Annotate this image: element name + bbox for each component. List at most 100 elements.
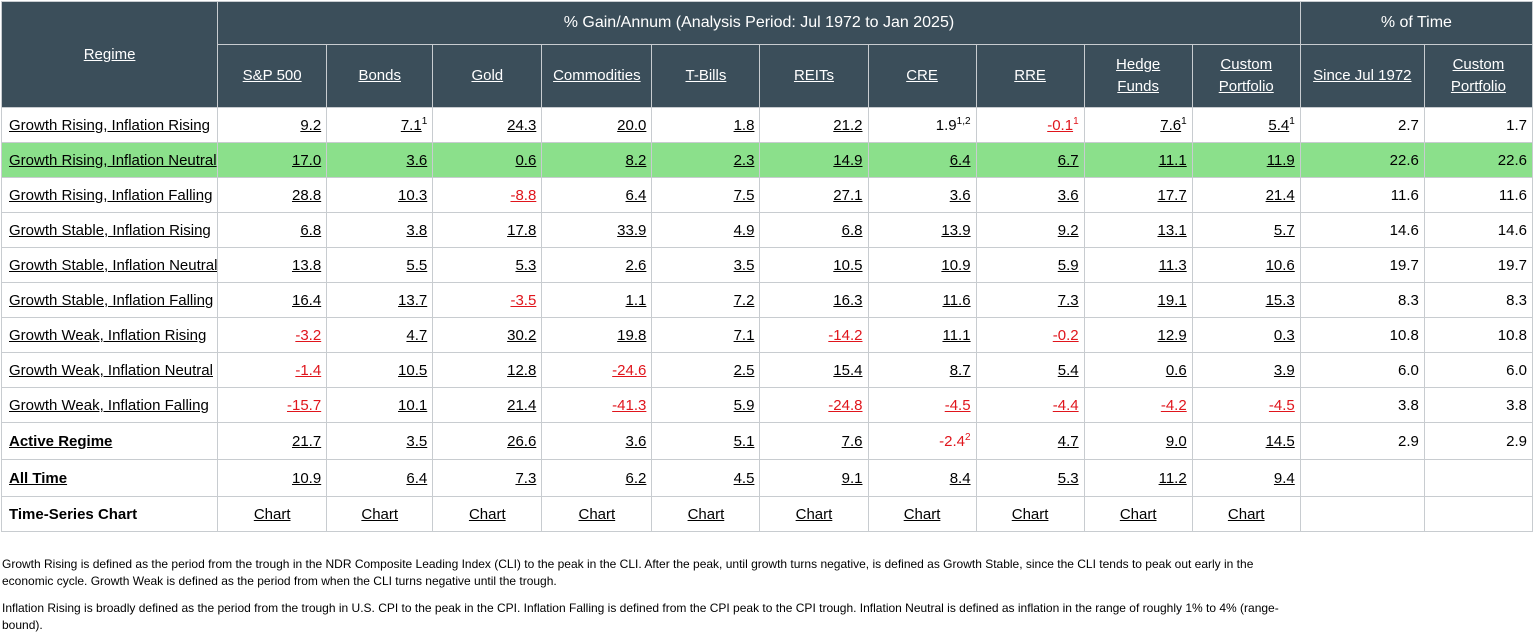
value-link[interactable]: -24.6 — [612, 361, 647, 379]
value-cell-s-p-500[interactable]: -1.4 — [217, 352, 328, 388]
asset-sort-link-hedge-funds[interactable]: Hedge Funds — [1116, 56, 1161, 95]
value-cell-custom-portfolio[interactable]: 3.9 — [1191, 352, 1301, 388]
value-link[interactable]: -15.7 — [286, 396, 322, 414]
value-cell-commodities[interactable]: 20.0 — [541, 107, 653, 143]
value-link[interactable]: -4.2 — [1160, 396, 1187, 414]
value-cell-custom-portfolio[interactable]: 0.3 — [1191, 317, 1301, 353]
value-cell-hedge-funds[interactable]: 9.0 — [1083, 422, 1193, 460]
value-cell-reits[interactable]: 15.4 — [759, 352, 869, 388]
chart-cell-gold[interactable]: Chart — [432, 496, 543, 532]
value-link[interactable]: 8.7 — [949, 361, 971, 379]
value-cell-cre[interactable]: 11.1 — [867, 317, 977, 353]
value-cell-s-p-500[interactable]: 28.8 — [217, 177, 328, 213]
value-cell-custom-portfolio[interactable]: 9.4 — [1191, 459, 1301, 497]
value-cell-s-p-500[interactable]: -3.2 — [217, 317, 328, 353]
chart-link-cre[interactable]: Chart — [903, 505, 941, 523]
value-link[interactable]: 11.2 — [1158, 469, 1187, 487]
value-cell-t-bills[interactable]: 5.1 — [651, 422, 761, 460]
value-link[interactable]: 5.9 — [733, 396, 755, 414]
value-cell-reits[interactable]: -24.8 — [759, 387, 869, 423]
value-cell-bonds[interactable]: 10.1 — [326, 387, 434, 423]
value-link[interactable]: 21.4 — [507, 396, 537, 414]
value-cell-cre[interactable]: 11.6 — [867, 282, 977, 318]
chart-cell-t-bills[interactable]: Chart — [651, 496, 761, 532]
value-cell-reits[interactable]: -14.2 — [759, 317, 869, 353]
value-link[interactable]: -14.2 — [828, 326, 863, 344]
value-cell-rre[interactable]: -4.4 — [975, 387, 1085, 423]
value-link[interactable]: 10.5 — [398, 361, 428, 379]
value-cell-custom-portfolio[interactable]: 11.9 — [1191, 142, 1301, 178]
chart-cell-rre[interactable]: Chart — [975, 496, 1085, 532]
value-link[interactable]: 7.5 — [733, 186, 755, 204]
regime-label-cell[interactable]: Active Regime — [0, 422, 219, 460]
regime-link[interactable]: All Time — [9, 469, 68, 487]
regime-link[interactable]: Growth Stable, Inflation Neutral — [9, 256, 218, 274]
value-cell-commodities[interactable]: 6.4 — [541, 177, 653, 213]
value-link[interactable]: 3.6 — [1057, 186, 1079, 204]
chart-link-s-p-500[interactable]: Chart — [253, 505, 291, 523]
regime-label-cell[interactable]: All Time — [0, 459, 219, 497]
time-header-since-jul-1972[interactable]: Since Jul 1972 — [1299, 44, 1425, 108]
value-cell-t-bills[interactable]: 2.5 — [651, 352, 761, 388]
value-cell-custom-portfolio[interactable]: 15.3 — [1191, 282, 1301, 318]
value-link[interactable]: 5.1 — [733, 432, 755, 450]
value-link[interactable]: -4.5 — [944, 396, 971, 414]
value-cell-bonds[interactable]: 4.7 — [326, 317, 434, 353]
value-cell-rre[interactable]: 5.4 — [975, 352, 1085, 388]
value-cell-bonds[interactable]: 3.6 — [326, 142, 434, 178]
value-link[interactable]: 3.6 — [625, 432, 647, 450]
chart-link-bonds[interactable]: Chart — [361, 505, 399, 523]
value-cell-custom-portfolio[interactable]: 21.4 — [1191, 177, 1301, 213]
value-cell-rre[interactable]: 5.9 — [975, 247, 1085, 283]
value-cell-t-bills[interactable]: 4.5 — [651, 459, 761, 497]
asset-header-s-p-500[interactable]: S&P 500 — [217, 44, 328, 108]
value-cell-cre[interactable]: 6.4 — [867, 142, 977, 178]
value-cell-cre[interactable]: 3.6 — [867, 177, 977, 213]
value-cell-bonds[interactable]: 10.5 — [326, 352, 434, 388]
chart-link-reits[interactable]: Chart — [795, 505, 833, 523]
value-link[interactable]: 9.1 — [841, 469, 863, 487]
value-cell-hedge-funds[interactable]: 17.7 — [1083, 177, 1193, 213]
value-cell-gold[interactable]: 12.8 — [432, 352, 543, 388]
value-link[interactable]: 17.8 — [507, 221, 537, 239]
value-cell-rre[interactable]: 9.2 — [975, 212, 1085, 248]
value-link[interactable]: -0.2 — [1052, 326, 1079, 344]
asset-header-hedge-funds[interactable]: Hedge Funds — [1083, 44, 1193, 108]
value-link[interactable]: 9.2 — [1057, 221, 1079, 239]
value-link[interactable]: 10.1 — [398, 396, 428, 414]
value-cell-reits[interactable]: 27.1 — [759, 177, 869, 213]
value-link[interactable]: 3.5 — [733, 256, 755, 274]
value-link[interactable]: 2.5 — [733, 361, 755, 379]
value-cell-t-bills[interactable]: 7.2 — [651, 282, 761, 318]
value-cell-t-bills[interactable]: 3.5 — [651, 247, 761, 283]
asset-header-gold[interactable]: Gold — [432, 44, 543, 108]
value-cell-hedge-funds[interactable]: 19.1 — [1083, 282, 1193, 318]
asset-sort-link-rre[interactable]: RRE — [1014, 67, 1046, 84]
value-cell-gold[interactable]: 7.3 — [432, 459, 543, 497]
value-cell-t-bills[interactable]: 1.8 — [651, 107, 761, 143]
value-cell-gold[interactable]: 17.8 — [432, 212, 543, 248]
value-cell-t-bills[interactable]: 5.9 — [651, 387, 761, 423]
value-link[interactable]: 4.9 — [733, 221, 755, 239]
value-cell-commodities[interactable]: -24.6 — [541, 352, 653, 388]
value-link[interactable]: 6.4 — [406, 469, 428, 487]
value-link[interactable]: 16.4 — [291, 291, 322, 309]
value-cell-s-p-500[interactable]: -15.7 — [217, 387, 328, 423]
value-cell-custom-portfolio[interactable]: 14.5 — [1191, 422, 1301, 460]
regime-sort-link[interactable]: Regime — [83, 45, 136, 63]
value-link[interactable]: 10.3 — [398, 186, 428, 204]
value-cell-bonds[interactable]: 13.7 — [326, 282, 434, 318]
chart-link-custom-portfolio[interactable]: Chart — [1227, 505, 1265, 523]
value-link[interactable]: 5.4 — [1268, 116, 1290, 134]
value-cell-s-p-500[interactable]: 10.9 — [217, 459, 328, 497]
asset-sort-link-cre[interactable]: CRE — [906, 67, 938, 84]
value-cell-reits[interactable]: 6.8 — [759, 212, 869, 248]
value-cell-gold[interactable]: 5.3 — [432, 247, 543, 283]
value-cell-bonds[interactable]: 3.5 — [326, 422, 434, 460]
value-link[interactable]: 3.6 — [406, 151, 428, 169]
value-link[interactable]: 3.9 — [1273, 361, 1295, 379]
value-link[interactable]: 13.7 — [398, 291, 428, 309]
value-cell-custom-portfolio[interactable]: 5.7 — [1191, 212, 1301, 248]
value-link[interactable]: 13.1 — [1157, 221, 1187, 239]
value-cell-reits[interactable]: 21.2 — [759, 107, 869, 143]
